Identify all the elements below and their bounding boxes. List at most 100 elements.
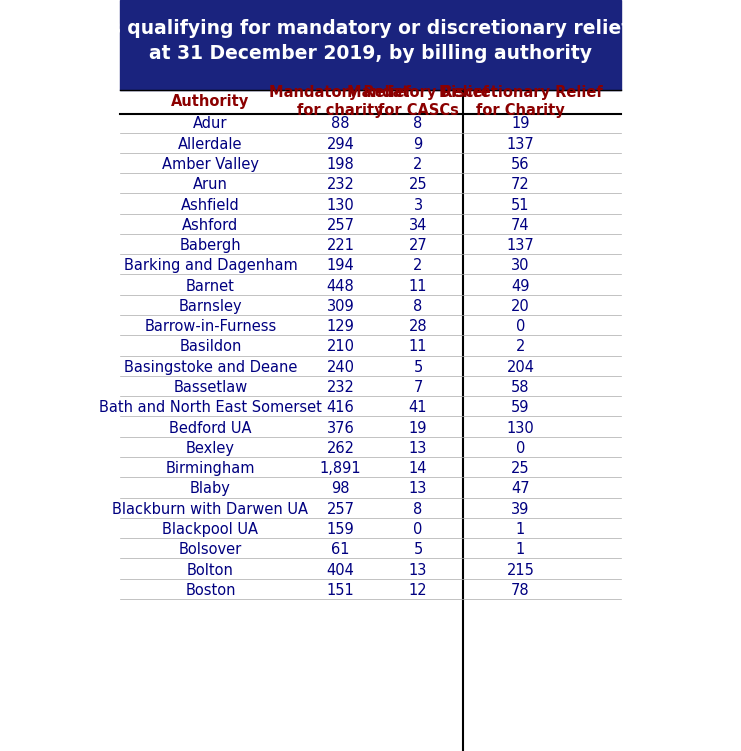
Text: 194: 194 bbox=[327, 258, 354, 273]
Text: 130: 130 bbox=[327, 198, 354, 213]
Text: 20: 20 bbox=[511, 299, 530, 314]
Text: Boston: Boston bbox=[185, 583, 236, 598]
Text: Bassetlaw: Bassetlaw bbox=[173, 380, 247, 395]
Text: 376: 376 bbox=[327, 421, 354, 436]
Text: 1: 1 bbox=[516, 522, 525, 537]
Text: 3: 3 bbox=[413, 198, 422, 213]
Text: 19: 19 bbox=[409, 421, 428, 436]
Text: 2: 2 bbox=[516, 339, 525, 354]
Text: 204: 204 bbox=[507, 360, 534, 375]
Text: Bolsover: Bolsover bbox=[179, 542, 242, 557]
Text: 88: 88 bbox=[331, 116, 350, 131]
Text: 27: 27 bbox=[408, 238, 428, 253]
Text: Blackburn with Darwen UA: Blackburn with Darwen UA bbox=[113, 502, 308, 517]
FancyBboxPatch shape bbox=[121, 0, 620, 90]
Text: 11: 11 bbox=[409, 339, 428, 354]
Text: 232: 232 bbox=[327, 177, 354, 192]
Text: 129: 129 bbox=[327, 319, 354, 334]
Text: 240: 240 bbox=[327, 360, 354, 375]
Text: 137: 137 bbox=[507, 238, 534, 253]
Text: 2: 2 bbox=[413, 157, 422, 172]
Text: 13: 13 bbox=[409, 562, 428, 578]
Text: 0: 0 bbox=[516, 319, 525, 334]
Text: Bexley: Bexley bbox=[186, 441, 235, 456]
Text: 2: 2 bbox=[413, 258, 422, 273]
Text: 59: 59 bbox=[511, 400, 530, 415]
Text: Ashfield: Ashfield bbox=[181, 198, 240, 213]
Text: Arun: Arun bbox=[193, 177, 228, 192]
Text: 0: 0 bbox=[516, 441, 525, 456]
Text: 12: 12 bbox=[409, 583, 428, 598]
Text: 8: 8 bbox=[413, 299, 422, 314]
Text: 58: 58 bbox=[511, 380, 530, 395]
Text: 257: 257 bbox=[327, 218, 354, 233]
Text: Ashford: Ashford bbox=[182, 218, 239, 233]
Text: 8: 8 bbox=[413, 502, 422, 517]
Text: 51: 51 bbox=[511, 198, 530, 213]
Text: 5: 5 bbox=[413, 542, 422, 557]
Text: Birmingham: Birmingham bbox=[166, 461, 255, 476]
Text: 221: 221 bbox=[327, 238, 354, 253]
Text: 41: 41 bbox=[409, 400, 428, 415]
Text: Adur: Adur bbox=[193, 116, 227, 131]
Text: 151: 151 bbox=[327, 583, 354, 598]
Text: 215: 215 bbox=[507, 562, 534, 578]
Text: 13: 13 bbox=[409, 441, 428, 456]
Text: Bedford UA: Bedford UA bbox=[169, 421, 252, 436]
Text: 5: 5 bbox=[413, 360, 422, 375]
Text: 137: 137 bbox=[507, 137, 534, 152]
Text: 198: 198 bbox=[327, 157, 354, 172]
Text: 72: 72 bbox=[511, 177, 530, 192]
Text: 262: 262 bbox=[327, 441, 354, 456]
Text: 448: 448 bbox=[327, 279, 354, 294]
Text: 9: 9 bbox=[413, 137, 422, 152]
Text: 19: 19 bbox=[511, 116, 530, 131]
Text: 404: 404 bbox=[327, 562, 354, 578]
Text: 13: 13 bbox=[409, 481, 428, 496]
Text: Allerdale: Allerdale bbox=[178, 137, 243, 152]
Text: Barking and Dagenham: Barking and Dagenham bbox=[124, 258, 297, 273]
Text: 130: 130 bbox=[507, 421, 534, 436]
Text: 61: 61 bbox=[331, 542, 350, 557]
Text: 14: 14 bbox=[409, 461, 428, 476]
Text: 28: 28 bbox=[409, 319, 428, 334]
Text: 416: 416 bbox=[327, 400, 354, 415]
Text: Blackpool UA: Blackpool UA bbox=[162, 522, 259, 537]
Text: 34: 34 bbox=[409, 218, 428, 233]
Text: 232: 232 bbox=[327, 380, 354, 395]
Text: Babergh: Babergh bbox=[179, 238, 242, 253]
Text: 98: 98 bbox=[331, 481, 350, 496]
Text: Barnet: Barnet bbox=[186, 279, 235, 294]
Text: Blaby: Blaby bbox=[190, 481, 231, 496]
Text: 25: 25 bbox=[409, 177, 428, 192]
Text: 78: 78 bbox=[511, 583, 530, 598]
Text: Bath and North East Somerset: Bath and North East Somerset bbox=[99, 400, 322, 415]
Text: 25: 25 bbox=[511, 461, 530, 476]
Text: 49: 49 bbox=[511, 279, 530, 294]
Text: 309: 309 bbox=[327, 299, 354, 314]
Text: Hereditaments qualifying for mandatory or discretionary relief in England as
at : Hereditaments qualifying for mandatory o… bbox=[0, 20, 741, 63]
Text: 39: 39 bbox=[511, 502, 530, 517]
Text: Barrow-in-Furness: Barrow-in-Furness bbox=[144, 319, 276, 334]
Text: Discretionary Relief
for Charity: Discretionary Relief for Charity bbox=[439, 85, 602, 118]
Text: 210: 210 bbox=[327, 339, 354, 354]
Text: Bolton: Bolton bbox=[187, 562, 234, 578]
Text: 7: 7 bbox=[413, 380, 422, 395]
Text: 11: 11 bbox=[409, 279, 428, 294]
Text: Basildon: Basildon bbox=[179, 339, 242, 354]
Text: Barnsley: Barnsley bbox=[179, 299, 242, 314]
Text: 1: 1 bbox=[516, 542, 525, 557]
Text: Amber Valley: Amber Valley bbox=[162, 157, 259, 172]
Text: Basingstoke and Deane: Basingstoke and Deane bbox=[124, 360, 297, 375]
Text: 74: 74 bbox=[511, 218, 530, 233]
Text: 294: 294 bbox=[327, 137, 354, 152]
Text: 8: 8 bbox=[413, 116, 422, 131]
Text: Authority: Authority bbox=[171, 94, 250, 109]
Text: 257: 257 bbox=[327, 502, 354, 517]
Text: 56: 56 bbox=[511, 157, 530, 172]
Text: 47: 47 bbox=[511, 481, 530, 496]
Text: 159: 159 bbox=[327, 522, 354, 537]
Text: 1,891: 1,891 bbox=[319, 461, 362, 476]
Text: 30: 30 bbox=[511, 258, 530, 273]
Text: 0: 0 bbox=[413, 522, 422, 537]
